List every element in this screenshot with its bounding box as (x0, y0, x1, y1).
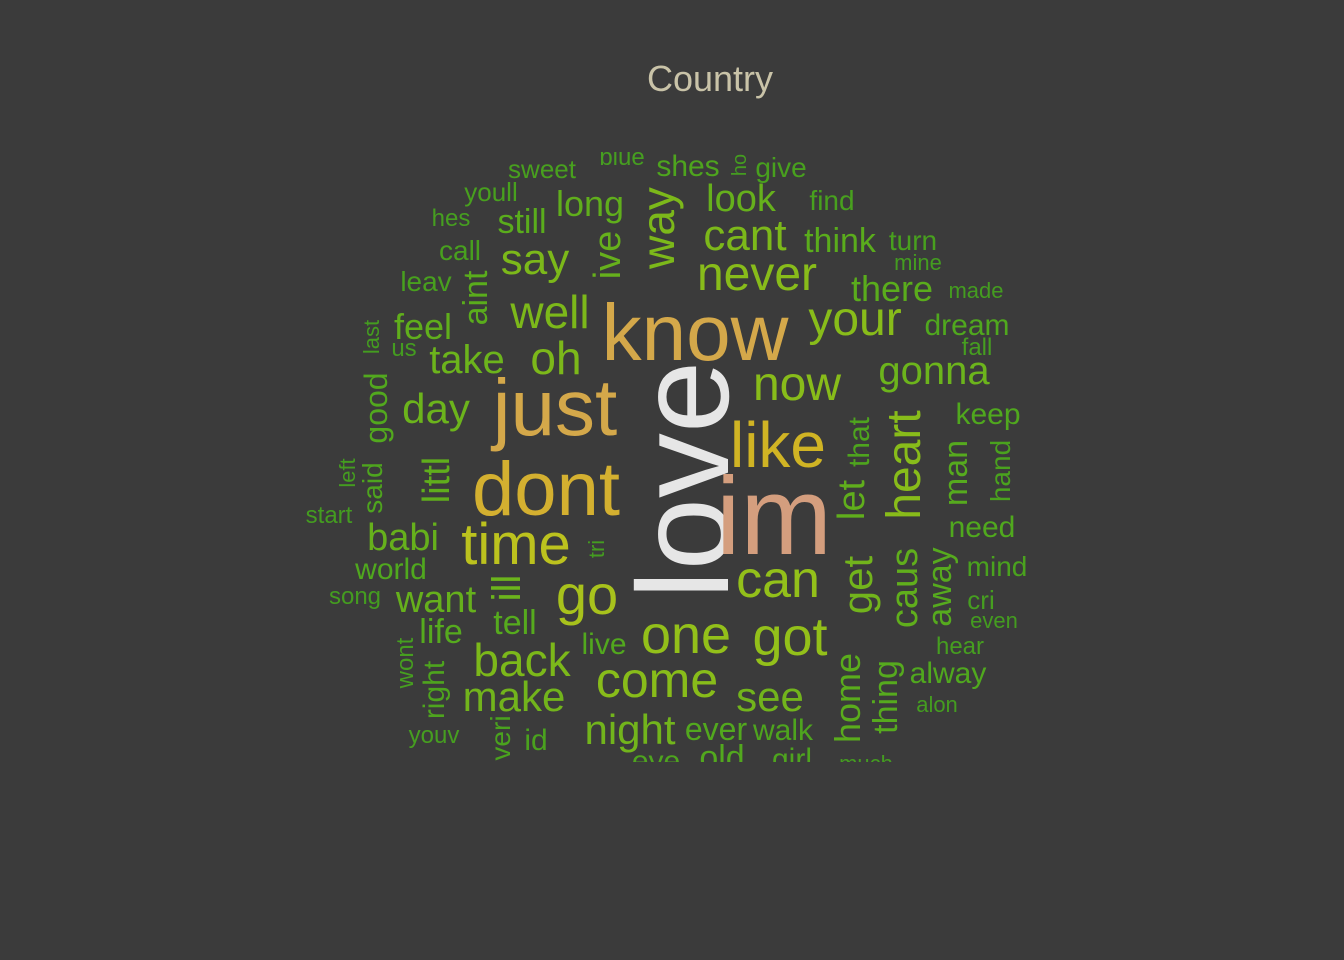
word-good: good (358, 372, 394, 444)
word-look: look (706, 178, 776, 220)
word-long: long (555, 183, 625, 224)
word-start: start (305, 502, 353, 529)
word-youll: youll (464, 177, 518, 207)
word-us: us (391, 335, 417, 362)
word-girl: girl (771, 743, 813, 776)
word-one: one (640, 605, 732, 665)
word-blue: blue (599, 144, 645, 171)
word-ive: ive (587, 230, 629, 280)
word-that: that (843, 416, 876, 468)
word-babi: babi (367, 517, 439, 559)
word-littl: littl (416, 456, 458, 504)
word-hand: hand (985, 439, 1016, 503)
word-give: give (755, 152, 807, 183)
word-dream: dream (924, 309, 1010, 342)
word-day: day (402, 385, 470, 432)
word-way: way (632, 187, 684, 269)
word-feel: feel (393, 306, 453, 347)
word-just: just (492, 363, 618, 452)
word-walk: walk (752, 714, 814, 747)
word-need: need (948, 511, 1016, 544)
word-im: im (715, 455, 833, 578)
word-now: now (752, 358, 842, 411)
word-hes: hes (431, 205, 471, 232)
word-back: back (473, 634, 571, 686)
word-think: think (804, 222, 876, 260)
word-alon: alon (916, 692, 958, 717)
word-heart: heart (878, 410, 931, 520)
word-go: go (555, 563, 619, 626)
word-hear: hear (935, 633, 985, 660)
word-can: can (736, 551, 820, 609)
word-dont: dont (472, 447, 620, 532)
word-ho: ho (729, 153, 751, 177)
word-eye: eye (631, 745, 681, 778)
word-shes: shes (656, 150, 720, 183)
word-find: find (809, 185, 855, 216)
word-caus: caus (884, 547, 926, 629)
word-last: last (359, 319, 384, 355)
word-like: like (729, 409, 827, 481)
word-night: night (584, 706, 676, 753)
word-there: there (850, 268, 934, 309)
word-say: say (500, 235, 570, 284)
word-turn: turn (888, 225, 938, 256)
word-veri: veri (485, 715, 516, 761)
word-call: call (438, 235, 482, 266)
word-sweet: sweet (508, 154, 576, 184)
word-make: make (462, 673, 566, 720)
word-much: much (839, 751, 893, 776)
word-thing: thing (867, 660, 905, 734)
word-oh: oh (530, 332, 582, 384)
word-mind: mind (966, 551, 1028, 582)
word-come: come (595, 652, 719, 708)
word-man: man (937, 439, 975, 507)
chart-title: Country (646, 58, 774, 99)
word-said: said (357, 462, 388, 514)
word-right: right (418, 660, 451, 720)
word-leav: leav (400, 266, 452, 297)
word-cri: cri (967, 585, 995, 615)
word-gonna: gonna (878, 349, 990, 393)
word-even: even (970, 608, 1018, 633)
word-never: never (696, 248, 818, 301)
word-song: song (328, 583, 382, 610)
word-your: your (808, 293, 902, 346)
word-keep: keep (955, 398, 1021, 431)
word-id: id (524, 724, 548, 757)
word-know: know (601, 288, 789, 377)
word-let: let (831, 479, 873, 521)
word-away: away (921, 547, 959, 627)
word-mine: mine (894, 250, 942, 275)
word-fall: fall (961, 334, 993, 361)
word-aint: aint (457, 270, 495, 326)
word-live: live (581, 628, 627, 661)
word-wont: wont (392, 637, 419, 689)
word-time: time (461, 512, 571, 577)
word-still: still (497, 203, 547, 241)
word-home: home (827, 652, 868, 744)
word-take: take (429, 338, 505, 382)
word-ill: ill (485, 574, 529, 602)
word-ever: ever (684, 711, 748, 747)
word-see: see (736, 673, 804, 720)
word-made: made (948, 278, 1004, 303)
word-want: want (395, 579, 477, 621)
word-get: get (834, 555, 881, 615)
word-left: left (335, 458, 360, 488)
word-cant: cant (703, 211, 787, 260)
word-tri: tri (584, 539, 609, 559)
word-world: world (355, 553, 427, 586)
word-got: got (752, 607, 828, 667)
word-tell: tell (493, 604, 537, 642)
word-life: life (419, 613, 463, 651)
word-alway: alway (909, 657, 987, 690)
word-youv: youv (408, 722, 460, 749)
word-well: well (510, 286, 590, 338)
word-old: old (699, 739, 745, 777)
